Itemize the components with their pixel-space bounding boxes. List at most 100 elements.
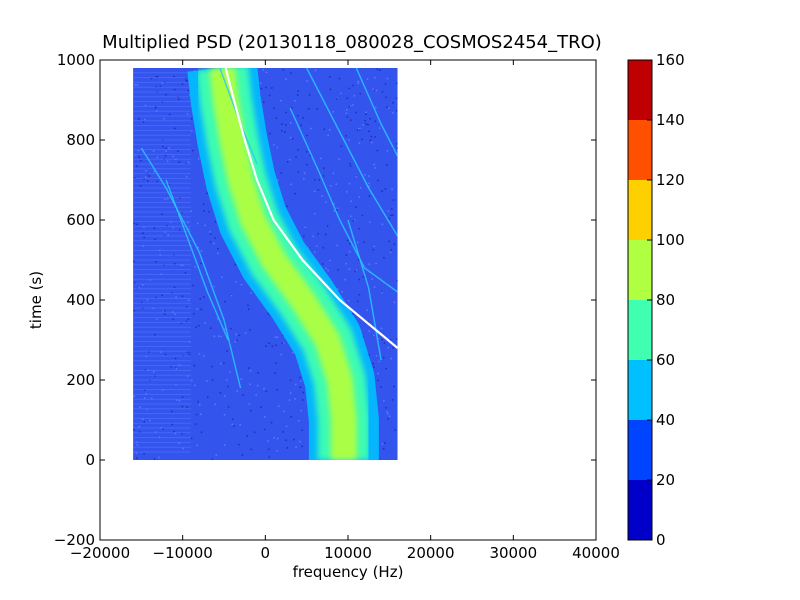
noise-speck xyxy=(235,281,237,283)
noise-speck xyxy=(275,117,278,119)
noise-speck xyxy=(359,92,362,95)
noise-speck xyxy=(393,385,395,388)
noise-speck xyxy=(358,278,360,281)
noise-speck xyxy=(186,406,189,408)
noise-speck xyxy=(250,448,253,451)
noise-speck xyxy=(340,145,342,148)
noise-speck xyxy=(353,219,356,222)
noise-speck xyxy=(345,191,348,193)
colorbar-tick-label: 160 xyxy=(656,51,685,69)
noise-speck xyxy=(355,269,357,271)
noise-speck xyxy=(135,165,138,167)
colorbar-segment xyxy=(628,300,652,360)
noise-speck xyxy=(268,448,270,451)
y-tick-label: 600 xyxy=(66,211,95,229)
noise-speck xyxy=(369,139,372,141)
noise-speck xyxy=(203,210,205,212)
noise-speck xyxy=(369,117,371,120)
noise-speck xyxy=(385,96,387,98)
noise-speck xyxy=(371,141,373,144)
noise-speck xyxy=(172,311,174,313)
noise-speck xyxy=(256,384,259,387)
noise-speck xyxy=(220,362,222,365)
noise-speck xyxy=(168,113,171,116)
noise-speck xyxy=(395,142,398,145)
noise-speck xyxy=(154,375,157,377)
noise-speck xyxy=(143,397,146,399)
colorbar-tick-label: 120 xyxy=(656,171,685,189)
secondary-trace-6 xyxy=(165,179,229,341)
noise-speck xyxy=(179,197,181,199)
noise-speck xyxy=(333,203,335,205)
noise-speck xyxy=(241,454,244,456)
noise-speck xyxy=(371,278,373,281)
noise-speck xyxy=(297,171,300,173)
noise-speck xyxy=(308,94,311,96)
noise-speck xyxy=(197,158,200,160)
noise-speck xyxy=(200,431,203,434)
noise-speck xyxy=(164,231,167,233)
noise-speck xyxy=(248,367,250,369)
noise-speck xyxy=(285,124,287,126)
x-tick-label: 10000 xyxy=(324,544,372,562)
noise-speck xyxy=(234,263,237,266)
noise-speck xyxy=(394,429,396,432)
noise-speck xyxy=(218,335,220,337)
noise-speck xyxy=(253,431,256,434)
noise-speck xyxy=(385,407,387,409)
noise-speck xyxy=(346,116,349,118)
noise-speck xyxy=(365,113,367,115)
noise-speck xyxy=(219,392,222,394)
noise-speck xyxy=(389,251,392,253)
colorbar-tick-label: 140 xyxy=(656,111,685,129)
noise-speck xyxy=(231,423,233,426)
noise-speck xyxy=(381,290,383,293)
colorbar: 0 20 40 60 80 100 120 140 160 xyxy=(627,51,685,549)
noise-speck xyxy=(186,80,188,83)
noise-speck xyxy=(187,317,190,320)
noise-speck xyxy=(348,251,351,253)
noise-speck xyxy=(329,88,332,91)
noise-speck xyxy=(349,243,351,245)
noise-speck xyxy=(204,322,207,324)
noise-speck xyxy=(384,188,387,190)
noise-speck xyxy=(380,386,382,388)
noise-speck xyxy=(381,190,383,193)
noise-speck xyxy=(376,149,379,152)
noise-speck xyxy=(202,203,205,206)
noise-speck xyxy=(308,247,311,249)
noise-speck xyxy=(214,237,216,239)
noise-speck xyxy=(186,351,189,353)
colorbar-segment xyxy=(628,480,652,540)
noise-speck xyxy=(378,127,381,129)
noise-speck xyxy=(188,228,190,230)
noise-speck xyxy=(325,267,327,270)
noise-speck xyxy=(332,111,335,113)
noise-speck xyxy=(321,195,323,197)
noise-speck xyxy=(390,249,393,251)
noise-speck xyxy=(175,367,177,370)
noise-speck xyxy=(364,119,366,122)
noise-speck xyxy=(373,163,376,166)
noise-speck xyxy=(290,416,292,418)
noise-speck xyxy=(348,268,351,270)
noise-speck xyxy=(376,68,379,71)
noise-speck xyxy=(368,354,370,356)
noise-speck xyxy=(390,214,392,217)
noise-speck xyxy=(159,85,162,87)
noise-speck xyxy=(143,453,145,455)
noise-speck xyxy=(368,175,370,177)
noise-speck xyxy=(335,183,337,185)
noise-speck xyxy=(161,294,164,297)
noise-speck xyxy=(293,438,295,441)
noise-speck xyxy=(303,172,306,175)
noise-speck xyxy=(139,406,141,408)
noise-speck xyxy=(346,97,349,99)
noise-speck xyxy=(395,110,398,112)
noise-speck xyxy=(211,365,214,368)
noise-speck xyxy=(301,429,304,431)
noise-speck xyxy=(368,185,371,188)
noise-speck xyxy=(204,224,207,227)
noise-speck xyxy=(368,182,370,185)
noise-speck xyxy=(178,161,180,163)
